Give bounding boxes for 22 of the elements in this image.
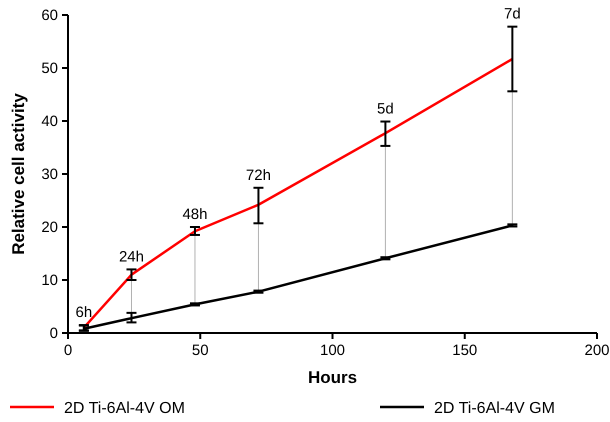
y-tick-label: 60 [41,7,58,24]
legend-label: 2D Ti-6Al-4V GM [434,400,555,417]
x-axis-title: Hours [308,368,358,387]
annotation: 24h [118,248,144,266]
x-tick-label: 200 [584,342,610,359]
y-tick-label: 10 [41,272,58,289]
annotation: 6h [76,304,92,322]
annotation: 48h [182,206,208,223]
x-tick-label: 150 [452,342,478,359]
x-tick-label: 50 [192,342,209,359]
y-tick-label: 40 [41,113,58,130]
y-tick-label: 50 [41,60,58,77]
y-tick-label: 30 [41,166,58,183]
legend-label: 2D Ti-6Al-4V OM [64,400,185,417]
annotation: 7d [504,6,521,23]
x-tick-label: 0 [64,342,72,359]
annotation: 72h [246,166,271,184]
x-tick-label: 100 [320,342,346,359]
y-axis-title: Relative cell activity [9,92,28,255]
y-tick-label: 0 [50,325,58,342]
y-tick-label: 20 [41,219,58,236]
annotation: 5d [377,100,394,118]
